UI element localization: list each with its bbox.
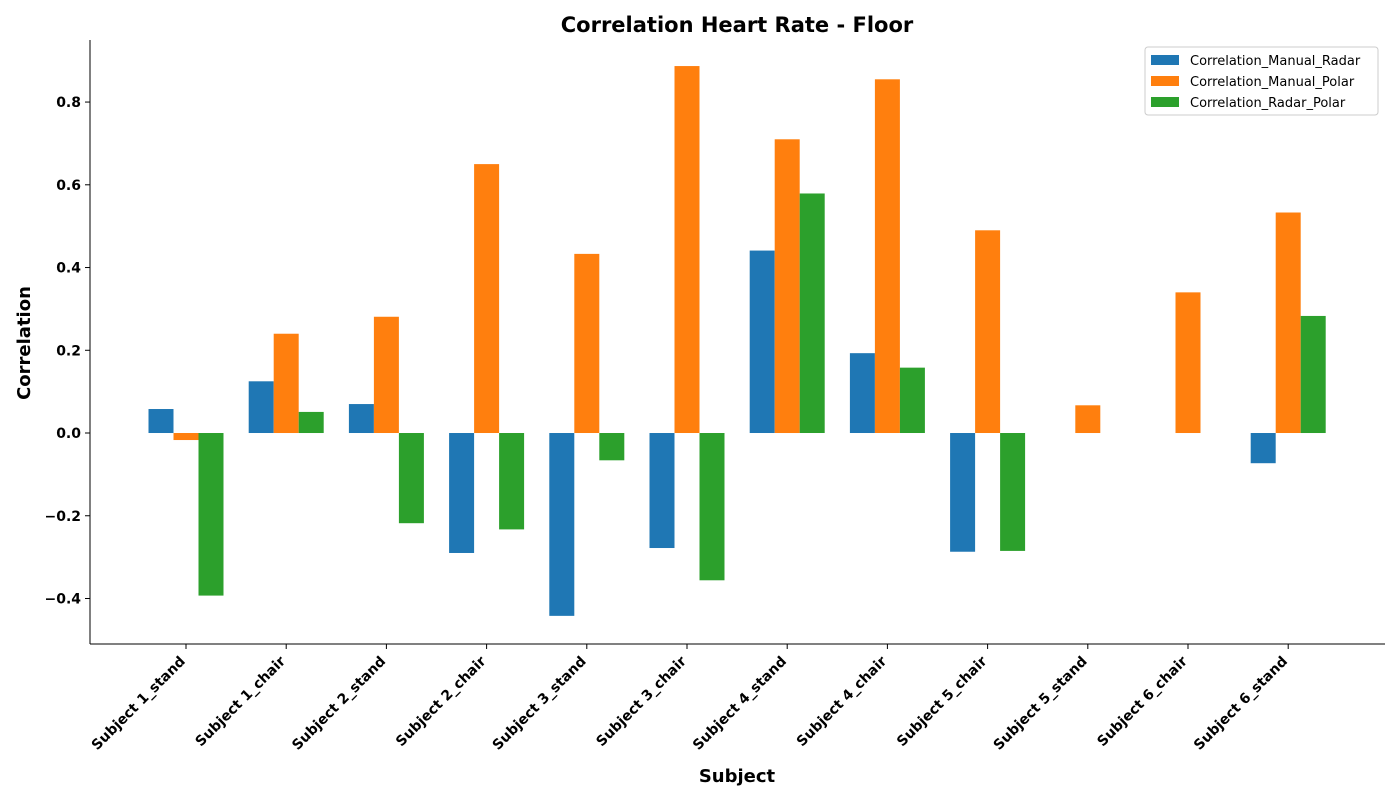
bar-series-2-11 — [1175, 292, 1201, 434]
bar-series-2-1 — [173, 433, 199, 441]
x-tick-label: Subject 6_chair — [1094, 653, 1191, 750]
bar-series-2-12 — [1275, 212, 1301, 434]
bar-series-1-12 — [1250, 433, 1276, 464]
bar-series-3-2 — [298, 411, 324, 434]
bar-series-1-1 — [148, 409, 174, 434]
bar-series-2-10 — [1075, 405, 1101, 434]
legend-entry: Correlation_Manual_Polar — [1190, 75, 1355, 90]
legend-swatch — [1151, 97, 1179, 107]
bar-series-1-5 — [549, 433, 575, 616]
bar-series-3-12 — [1300, 315, 1326, 434]
y-tick-label: −0.4 — [44, 591, 81, 607]
legend-swatch — [1151, 55, 1179, 65]
bar-series-1-6 — [649, 433, 675, 549]
x-tick-label: Subject 1_chair — [193, 653, 290, 750]
x-tick-label: Subject 3_stand — [490, 654, 590, 754]
legend-frame — [1144, 46, 1379, 116]
y-tick-label: 0.0 — [56, 426, 81, 442]
bar-series-3-1 — [198, 433, 224, 596]
y-tick-label: −0.2 — [44, 509, 81, 525]
x-axis-label: Subject — [699, 766, 776, 787]
y-tick-label: 0.2 — [56, 343, 81, 359]
legend-swatch — [1151, 76, 1179, 86]
bar-series-1-7 — [749, 250, 775, 434]
bar-series-3-4 — [499, 433, 525, 530]
bar-series-1-2 — [248, 381, 274, 434]
bar-series-2-8 — [874, 79, 900, 434]
x-tick-label: Subject 5_stand — [991, 654, 1091, 754]
bar-series-2-9 — [975, 230, 1001, 434]
legend: Correlation_Manual_Radar Correlation_Manu… — [1144, 46, 1379, 116]
x-tick-label: Subject 2_stand — [289, 654, 389, 754]
x-tick-label: Subject 5_chair — [894, 653, 991, 750]
bar-series-2-7 — [774, 139, 800, 434]
bar-series-1-4 — [449, 433, 475, 553]
x-tick-label: Subject 6_stand — [1191, 654, 1291, 754]
y-tick-label: 0.8 — [56, 95, 81, 111]
x-tick-label: Subject 4_chair — [794, 653, 891, 750]
bar-series-3-3 — [398, 433, 424, 524]
chart-title: Correlation Heart Rate - Floor — [561, 13, 914, 37]
x-tick-label: Subject 2_chair — [393, 653, 490, 750]
bar-series-2-5 — [574, 253, 600, 434]
bar-series-3-8 — [899, 367, 925, 434]
y-axis-label: Correlation — [14, 286, 35, 400]
bar-series-3-5 — [599, 433, 625, 461]
y-tick-label: 0.4 — [56, 261, 81, 277]
x-tick-label: Subject 3_chair — [593, 653, 690, 750]
legend-entry: Correlation_Manual_Radar — [1190, 54, 1361, 69]
bar-series-2-4 — [474, 164, 500, 434]
y-tick-label: 0.6 — [56, 178, 81, 194]
bar-series-1-3 — [348, 404, 374, 434]
bar-series-3-7 — [799, 193, 825, 434]
x-tick-label: Subject 1_stand — [89, 654, 189, 754]
bar-series-1-8 — [849, 353, 875, 434]
bar-series-2-2 — [273, 333, 299, 434]
bars-group — [148, 66, 1326, 616]
bar-series-3-6 — [699, 433, 725, 581]
bar-series-2-6 — [674, 66, 700, 434]
bar-series-3-9 — [1000, 433, 1026, 551]
bar-series-2-3 — [373, 316, 399, 434]
legend-entry: Correlation_Radar_Polar — [1190, 96, 1346, 111]
bar-series-1-9 — [950, 433, 976, 552]
x-tick-label: Subject 4_stand — [690, 654, 790, 754]
